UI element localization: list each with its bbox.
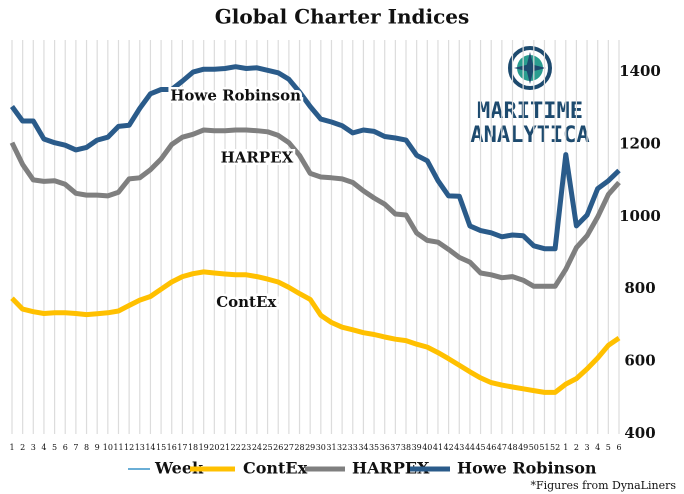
logo-text: ANALYTICA xyxy=(470,123,589,148)
annotation: ContEx xyxy=(216,293,277,311)
x-tick-label: 6 xyxy=(63,443,68,452)
x-tick-label: 15 xyxy=(156,443,166,452)
x-tick-label: 48 xyxy=(507,443,517,452)
x-tick-label: 27 xyxy=(284,443,294,452)
x-tick-label: 5 xyxy=(606,443,611,452)
x-tick-label: 33 xyxy=(348,443,358,452)
grid xyxy=(11,40,620,434)
x-tick-label: 2 xyxy=(20,443,25,452)
annotation: HARPEX xyxy=(221,149,294,167)
footnote: *Figures from DynaLiners xyxy=(530,479,676,492)
x-tick-label: 50 xyxy=(529,443,539,452)
x-tick-label: 36 xyxy=(380,443,390,452)
x-tick-label: 37 xyxy=(390,443,400,452)
series-line xyxy=(9,64,621,252)
y-tick-label: 400 xyxy=(624,424,655,442)
x-tick-label: 25 xyxy=(262,443,272,452)
x-tick-label: 39 xyxy=(412,443,422,452)
y-tick-label: 1400 xyxy=(619,62,661,80)
x-tick-label: 1 xyxy=(9,443,14,452)
logo-text: MARITIME xyxy=(477,99,583,124)
x-tick-label: 24 xyxy=(252,443,262,452)
x-tick-label: 34 xyxy=(358,443,368,452)
logo-needle xyxy=(514,64,546,72)
x-tick-label: 44 xyxy=(465,443,475,452)
legend-label: HARPEX xyxy=(352,459,430,478)
x-tick-label: 41 xyxy=(433,443,443,452)
x-tick-label: 22 xyxy=(231,443,241,452)
legend-label: Week xyxy=(154,459,204,478)
x-tick-label: 43 xyxy=(454,443,464,452)
legend-label: Howe Robinson xyxy=(457,459,597,478)
y-tick-label: 600 xyxy=(624,352,655,370)
x-tick-label: 49 xyxy=(518,443,528,452)
x-tick-label: 2 xyxy=(574,443,579,452)
x-tick-label: 11 xyxy=(113,443,123,452)
x-tick-label: 45 xyxy=(475,443,485,452)
x-tick-label: 5 xyxy=(52,443,57,452)
x-tick-label: 3 xyxy=(31,443,36,452)
x-tick-label: 1 xyxy=(563,443,568,452)
x-tick-label: 10 xyxy=(103,443,113,452)
x-tick-label: 13 xyxy=(135,443,145,452)
x-tick-label: 17 xyxy=(177,443,187,452)
x-tick-label: 23 xyxy=(241,443,251,452)
legend-label: ContEx xyxy=(243,459,308,478)
x-tick-label: 31 xyxy=(326,443,336,452)
x-tick-label: 46 xyxy=(486,443,496,452)
x-tick-label: 40 xyxy=(422,443,432,452)
x-tick-label: 18 xyxy=(188,443,198,452)
x-tick-label: 28 xyxy=(294,443,304,452)
x-tick-label: 19 xyxy=(199,443,209,452)
y-tick-label: 800 xyxy=(624,279,655,297)
chart-title: Global Charter Indices xyxy=(215,5,470,29)
x-tick-label: 51 xyxy=(539,443,549,452)
x-tick-label: 6 xyxy=(616,443,621,452)
x-tick-label: 47 xyxy=(497,443,507,452)
x-tick-label: 42 xyxy=(444,443,454,452)
logo: MARITIME ANALYTICA xyxy=(470,46,590,148)
x-tick-label: 4 xyxy=(595,443,600,452)
series-line xyxy=(10,269,621,395)
series-line xyxy=(9,127,621,289)
x-tick-label: 9 xyxy=(95,443,100,452)
x-tick-label: 35 xyxy=(369,443,379,452)
x-tick-label: 16 xyxy=(167,443,177,452)
x-tick-label: 38 xyxy=(401,443,411,452)
x-tick-label: 3 xyxy=(585,443,590,452)
x-tick-label: 29 xyxy=(305,443,315,452)
x-tick-label: 7 xyxy=(73,443,78,452)
x-tick-label: 32 xyxy=(337,443,347,452)
y-tick-label: 1000 xyxy=(619,207,661,225)
x-tick-label: 52 xyxy=(550,443,560,452)
x-tick-label: 30 xyxy=(316,443,326,452)
x-tick-label: 21 xyxy=(220,443,230,452)
x-tick-label: 20 xyxy=(209,443,219,452)
annotation: Howe Robinson xyxy=(170,87,301,105)
x-tick-label: 26 xyxy=(273,443,283,452)
x-tick-label: 14 xyxy=(145,443,155,452)
logo-compass xyxy=(508,46,552,90)
x-tick-label: 8 xyxy=(84,443,89,452)
y-tick-label: 1200 xyxy=(619,134,661,152)
x-tick-label: 12 xyxy=(124,443,134,452)
x-tick-label: 4 xyxy=(41,443,46,452)
